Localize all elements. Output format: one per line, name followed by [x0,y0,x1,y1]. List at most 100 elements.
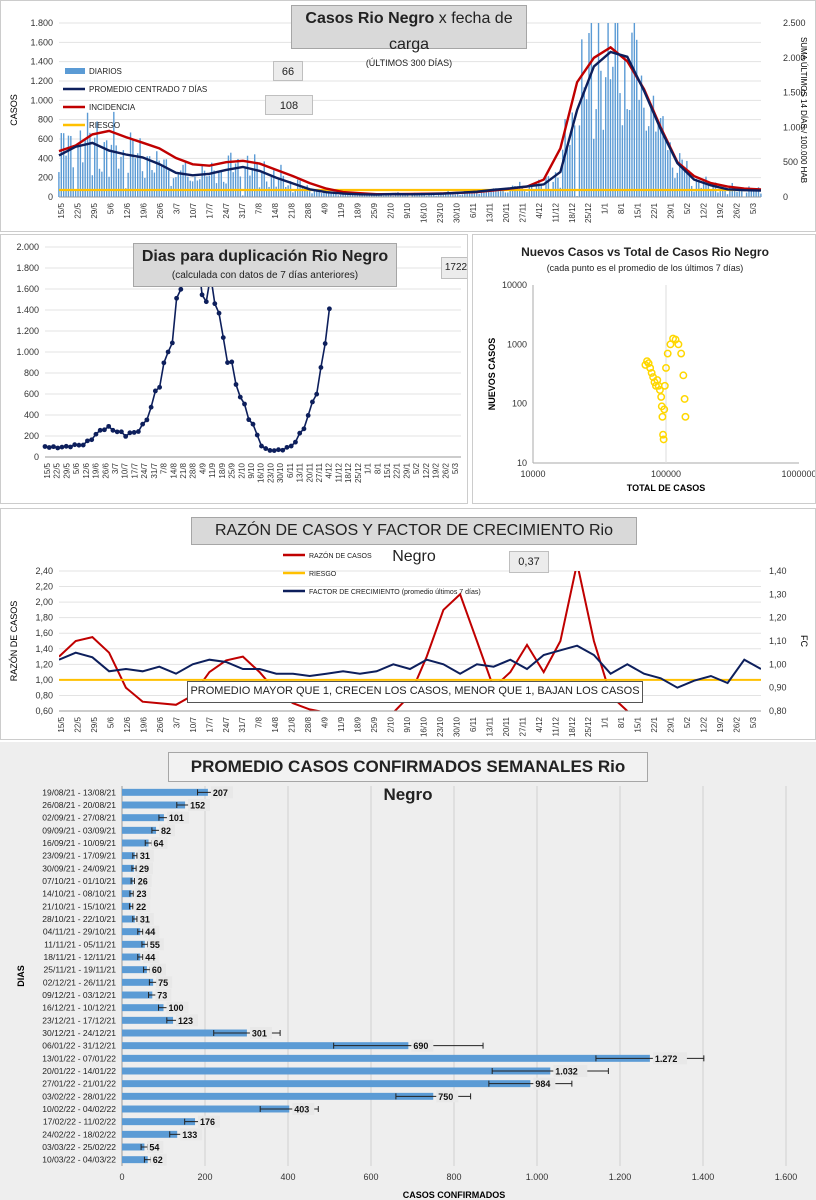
daily-bar [196,180,199,197]
daily-bar [89,132,91,197]
value-label-bg [553,1065,588,1077]
daily-bar [631,32,633,197]
x-tick-label: 12/2 [700,202,709,218]
scatter-point [647,368,656,377]
x-tick-label: 9/10 [403,202,412,218]
value-label-bg [188,799,211,811]
x-tick-label: 28/8 [304,202,313,218]
doubling-point [106,423,112,429]
weekly-bar [122,1029,247,1037]
daily-bar [344,193,347,197]
daily-bar [203,170,206,197]
daily-bar [249,175,251,197]
doubling-point [127,430,133,436]
daily-bar [129,132,132,197]
daily-cases-title-box: Casos Rio Negro x fecha de carga (ÚLTIMO… [291,5,527,68]
daily-bar [566,148,569,197]
daily-bar [330,192,332,197]
value-label: 123 [178,1016,193,1026]
x-tick-label: 5/3 [749,716,758,728]
x-tick-label: 1/1 [601,716,610,728]
weekly-bar [122,978,154,986]
y-tick-label: 1,00 [35,675,53,685]
daily-bar [392,195,394,197]
daily-bar [136,153,139,197]
x-tick-label: 16/10 [419,716,428,737]
value-label-bg [159,824,176,837]
category-label: 21/10/21 - 15/10/21 [42,901,116,911]
x-tick-label: 12/6 [123,716,132,732]
daily-bar [220,171,222,197]
daily-bar [311,193,313,197]
x-tick-label: 25/12 [584,716,593,737]
y-tick-label: 600 [24,389,39,399]
x-tick-label: 12/6 [82,462,91,478]
weekly-chart: 0 200 400 600 800 1.000 1.200 1.400 1.600 CASOS C… [16,786,797,1200]
value-label: 22 [136,902,146,912]
legend-label: INCIDENCIA [89,103,136,112]
value-label: 55 [150,940,160,950]
daily-bar [628,109,631,197]
doubling-point [114,429,120,435]
value-label: 176 [200,1117,215,1127]
doubling-point [68,444,73,450]
legend-label: PROMEDIO CENTRADO 7 DÍAS [89,85,207,94]
x-tick-label: 4/9 [321,202,330,214]
daily-bar [65,155,67,197]
x-tick-label: 10/7 [189,716,198,732]
x-tick-label: 5/2 [683,716,692,728]
legend-label: RIESGO [89,121,120,130]
x-tick-label: 26/2 [441,462,450,478]
daily-bar [647,126,650,197]
value-label: 1.272 [655,1054,678,1064]
daily-bar [698,179,700,197]
weekly-title-box: PROMEDIO CASOS CONFIRMADOS SEMANALES Rio… [168,752,648,804]
doubling-point [131,430,137,435]
x-tick-label: 18/12 [568,716,577,737]
y-tick-label: 10000 [502,280,527,290]
daily-bar [337,195,339,197]
promedio-value-box: 66 [273,61,303,81]
ratio-title-box: RAZÓN DE CASOS Y FACTOR DE CRECIMIENTO R… [191,517,637,565]
y-tick-label: 1.400 [16,305,39,315]
daily-bar [117,168,120,197]
x-tick-label: 1/1 [364,462,373,474]
x-tick-label: 27/11 [315,462,324,482]
daily-bar [256,161,258,197]
x-tick-label: 1000000 [781,469,816,479]
legend-label: RIESGO [309,571,337,578]
daily-bar [328,192,330,197]
daily-bar [282,175,285,197]
doubling-point [80,442,86,448]
doubling-point [123,433,129,439]
doubling-point [267,448,273,453]
doubling-point [148,404,154,410]
daily-bar [261,172,263,197]
x-tick-label: 28/8 [304,716,313,732]
doubling-point [46,445,52,450]
value-label: 133 [182,1130,197,1140]
doubling-point [229,359,235,365]
category-label: 13/01/22 - 07/01/22 [42,1053,116,1063]
y-tick-label: 1.600 [16,284,39,294]
daily-bar [134,158,137,197]
scatter-chart: 10 100 1000 10000 10000 100000 1000000 NUEVOS C… [487,280,816,493]
x-tick-label: 8/1 [373,462,382,474]
y2-tick-label: 1,20 [769,613,787,623]
x-tick-label: 14/8 [271,716,280,732]
daily-bar [733,189,736,197]
daily-bar [62,133,65,197]
daily-bar [206,176,208,197]
daily-bar [406,194,409,197]
value-label-bg [166,1001,189,1014]
y2-tick-label: 2.000 [783,53,806,63]
category-label: 30/12/21 - 24/12/21 [42,1028,116,1038]
y-tick-label: 0,60 [35,706,53,716]
y-tick-label: 1000 [507,339,527,349]
daily-bar [671,167,674,197]
doubling-point [288,443,294,449]
daily-bar [156,151,158,197]
daily-bar [676,172,679,197]
value-label: 100 [169,1003,184,1013]
daily-bar [227,155,230,197]
